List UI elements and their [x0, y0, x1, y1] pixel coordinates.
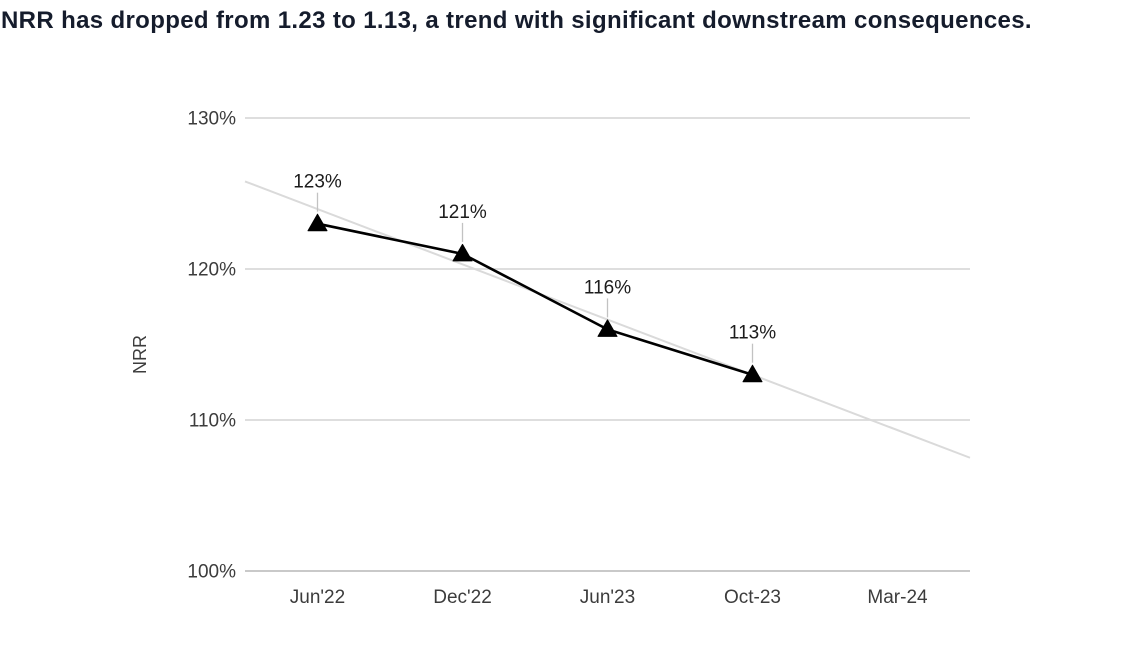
- triangle-marker: [742, 364, 763, 383]
- x-tick-label: Mar-24: [867, 587, 928, 608]
- x-tick-label: Dec'22: [433, 587, 492, 608]
- y-axis-title: NRR: [130, 335, 150, 374]
- data-point-label: 123%: [293, 172, 342, 193]
- data-point-label: 121%: [438, 202, 487, 223]
- y-tick-label: 130%: [187, 109, 236, 130]
- x-tick-label: Jun'22: [290, 587, 345, 608]
- x-tick-label: Oct-23: [724, 587, 781, 608]
- y-tick-label: 100%: [187, 562, 236, 583]
- y-tick-label: 120%: [187, 260, 236, 281]
- triangle-marker: [452, 243, 473, 262]
- x-tick-label: Jun'23: [580, 587, 635, 608]
- triangle-marker: [307, 213, 328, 232]
- triangle-marker: [597, 319, 618, 337]
- chart-title: NRR has dropped from 1.23 to 1.13, a tre…: [1, 7, 1032, 34]
- data-point-label: 113%: [729, 323, 776, 344]
- y-tick-label: 110%: [189, 411, 236, 432]
- nrr-series-line: [316, 222, 754, 377]
- data-point-label: 116%: [584, 277, 631, 298]
